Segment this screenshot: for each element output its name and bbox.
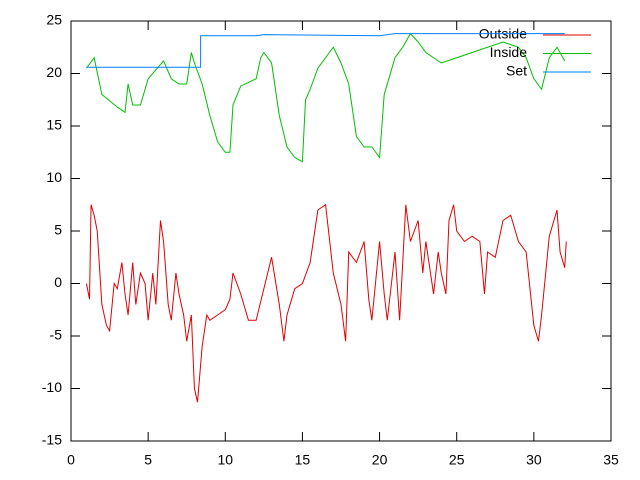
x-tick-label: 15 xyxy=(295,452,311,468)
series-line xyxy=(86,32,566,163)
series-line xyxy=(86,33,565,68)
x-tick-label: 35 xyxy=(603,452,619,468)
series-line xyxy=(85,203,567,403)
plot-border xyxy=(70,20,612,442)
y-tick-label: -5 xyxy=(50,327,63,343)
x-tick-label: 10 xyxy=(217,452,233,468)
y-tick-label: -15 xyxy=(42,432,62,448)
x-tick-label: 5 xyxy=(144,452,152,468)
y-tick-label: 25 xyxy=(46,12,62,28)
x-tick-label: 30 xyxy=(526,452,542,468)
y-tick-label: 20 xyxy=(46,64,62,80)
y-tick-label: 5 xyxy=(54,222,62,238)
x-tick-label: 25 xyxy=(449,452,465,468)
legend-label: Set xyxy=(506,63,527,79)
y-tick-label: -10 xyxy=(42,379,62,395)
y-tick-label: 0 xyxy=(54,274,62,290)
legend-label: Inside xyxy=(490,44,528,60)
x-tick-label: 0 xyxy=(67,452,75,468)
y-tick-label: 10 xyxy=(46,169,62,185)
x-tick-label: 20 xyxy=(372,452,388,468)
y-tick-label: 15 xyxy=(46,117,62,133)
